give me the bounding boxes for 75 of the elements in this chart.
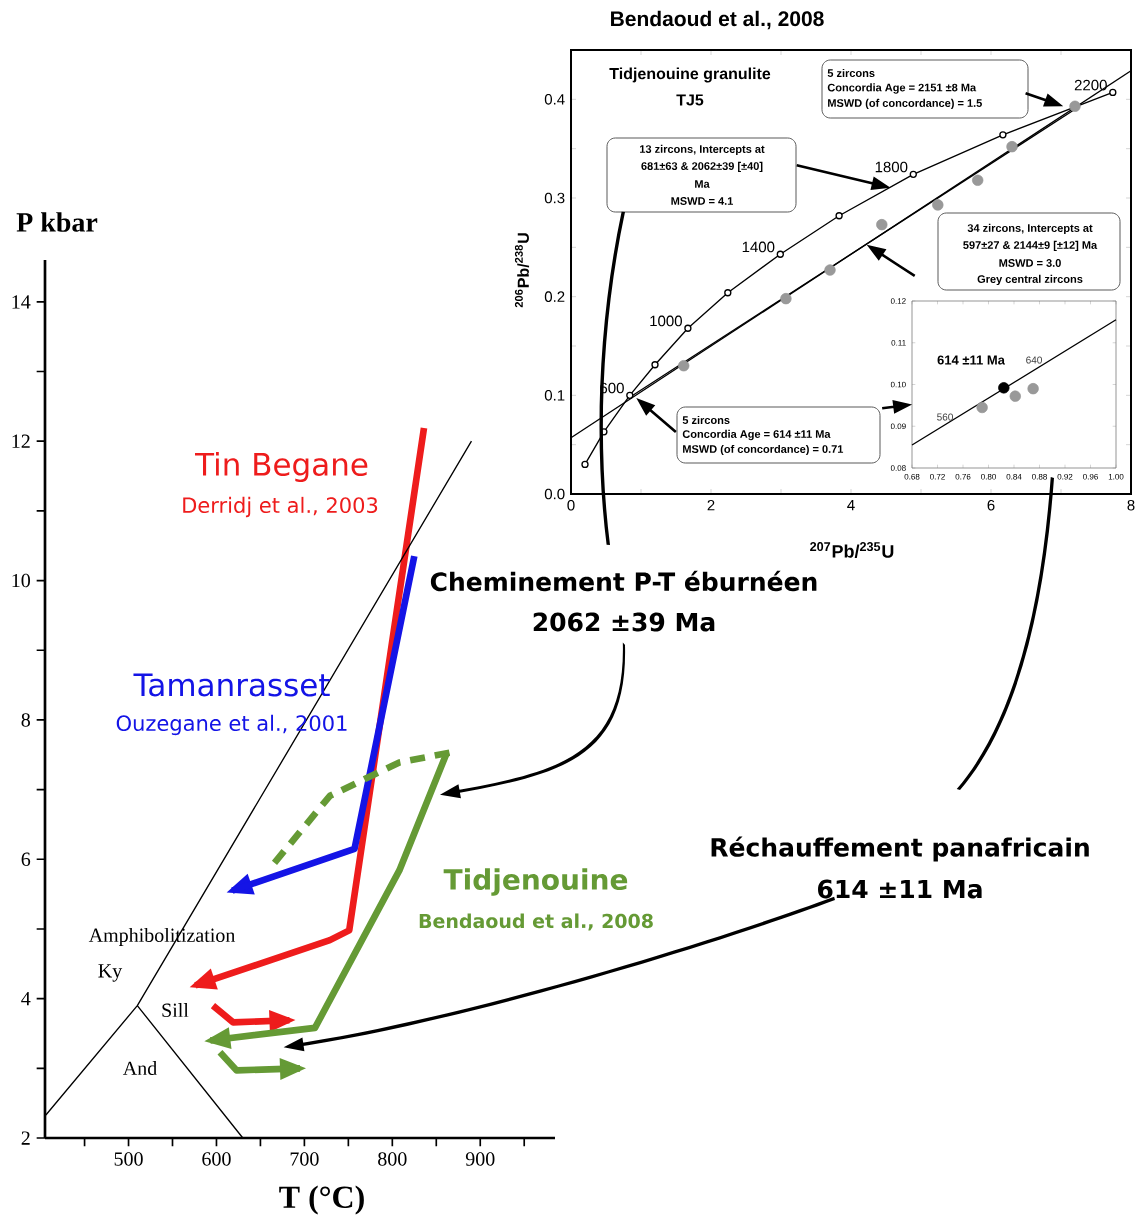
annotation: Concordia Age = 614 ±11 Ma <box>682 429 831 441</box>
x-tick-label: 2 <box>707 499 715 511</box>
series-label: Tidjenouine <box>443 868 628 896</box>
y-tick-label: 6 <box>21 852 31 866</box>
annotation: 1400 <box>742 241 775 253</box>
annotation: 34 zircons, Intercepts at <box>967 223 1093 235</box>
x-tick-label: 0.96 <box>1083 473 1098 480</box>
annotation: Derridj et al., 2003 <box>183 496 378 518</box>
x-tick-label: 0 <box>567 499 575 511</box>
annotation: 597±27 & 2144±9 [±12] Ma <box>963 240 1098 252</box>
annotation: 5 zircons <box>827 68 875 78</box>
x-axis-title: $^{207}$Pb/$^{235}$U <box>810 542 894 558</box>
x-tick-label: 800 <box>378 1152 407 1166</box>
x-tick-label: 0.72 <box>930 473 945 480</box>
y-tick-label: 0.2 <box>544 291 565 302</box>
annotation: And <box>122 1060 157 1076</box>
annotation: 1000 <box>650 315 682 327</box>
chart-title: Bendaoud et al., 2008 <box>611 10 824 30</box>
x-tick-label: 0.84 <box>1006 473 1022 480</box>
annotation: 2200 <box>1074 79 1107 91</box>
y-tick-label: 8 <box>21 713 30 727</box>
x-tick-label: 6 <box>987 499 995 511</box>
annotation: Ma <box>695 180 710 188</box>
x-tick-label: 0.68 <box>904 473 920 480</box>
x-tick-label: 500 <box>114 1152 143 1166</box>
x-tick-label: 700 <box>290 1152 319 1166</box>
annotation: 614 ±11 Ma <box>937 355 1006 365</box>
y-tick-label: 14 <box>12 295 31 309</box>
annotation: Ky <box>98 964 123 982</box>
annotation: Concordia Age = 2151 ±8 Ma <box>827 83 977 94</box>
x-tick-label: 8 <box>1127 499 1135 511</box>
annotation: 681±63 & 2062±39 [±40] <box>641 161 763 173</box>
x-tick-label: 900 <box>465 1152 495 1166</box>
y-tick-label: 0.0 <box>544 488 565 500</box>
series-label: Tin Begane <box>195 452 368 483</box>
x-tick-label: 4 <box>847 499 855 511</box>
y-axis-title: $^{206}$Pb/$^{238}$U <box>514 233 530 308</box>
annotation: MSWD (of concordance) = 1.5 <box>828 98 982 110</box>
y-tick-label: 0.08 <box>890 465 906 471</box>
y-tick-label: 0.12 <box>890 298 906 304</box>
y-tick-label: 4 <box>21 992 31 1006</box>
annotation: 2062 ±39 Ma <box>533 612 715 632</box>
x-tick-label: 1.00 <box>1108 473 1124 480</box>
annotation: MSWD (of concordance) = 0.71 <box>683 444 844 456</box>
text: 614 ±11 Ma <box>818 879 982 899</box>
annotation: 640 <box>1026 356 1042 364</box>
y-tick-label: 2 <box>21 1131 30 1145</box>
annotation: Bendaoud et al., 2008 <box>419 913 653 931</box>
y-axis-title: P kbar <box>16 212 98 232</box>
x-axis-title: T (°C) <box>279 1185 364 1215</box>
annotation: TJ5 <box>676 94 704 106</box>
annotation: MSWD = 3.0 <box>999 259 1061 267</box>
y-tick-label: 10 <box>12 573 30 588</box>
annotation: Sill <box>162 1002 189 1018</box>
text: Réchauffement panafricain <box>711 836 1089 862</box>
x-tick-label: 0.88 <box>1032 473 1047 480</box>
y-tick-label: 0.09 <box>890 423 906 430</box>
x-tick-label: 0.76 <box>955 473 971 480</box>
y-tick-label: 0.11 <box>891 339 906 346</box>
annotation: Cheminement P-T éburnéen <box>430 570 817 592</box>
annotation: 1800 <box>875 161 908 173</box>
annotation: MSWD = 4.1 <box>671 197 734 205</box>
annotation: Tidjenouine granulite <box>609 67 771 83</box>
y-tick-label: 0.1 <box>544 390 565 401</box>
annotation: Grey central zircons <box>977 274 1083 286</box>
annotation: 13 zircons, Intercepts at <box>640 144 765 156</box>
x-tick-label: 600 <box>202 1152 231 1166</box>
y-tick-label: 0.3 <box>544 192 565 204</box>
x-tick-label: 0.92 <box>1057 473 1073 480</box>
x-tick-label: 0.80 <box>981 473 996 480</box>
y-tick-label: 0.4 <box>544 94 565 105</box>
annotation: 5 zircons <box>682 415 730 425</box>
y-tick-label: 12 <box>12 434 30 448</box>
y-tick-label: 0.10 <box>890 381 906 388</box>
annotation: 560 <box>937 413 953 421</box>
